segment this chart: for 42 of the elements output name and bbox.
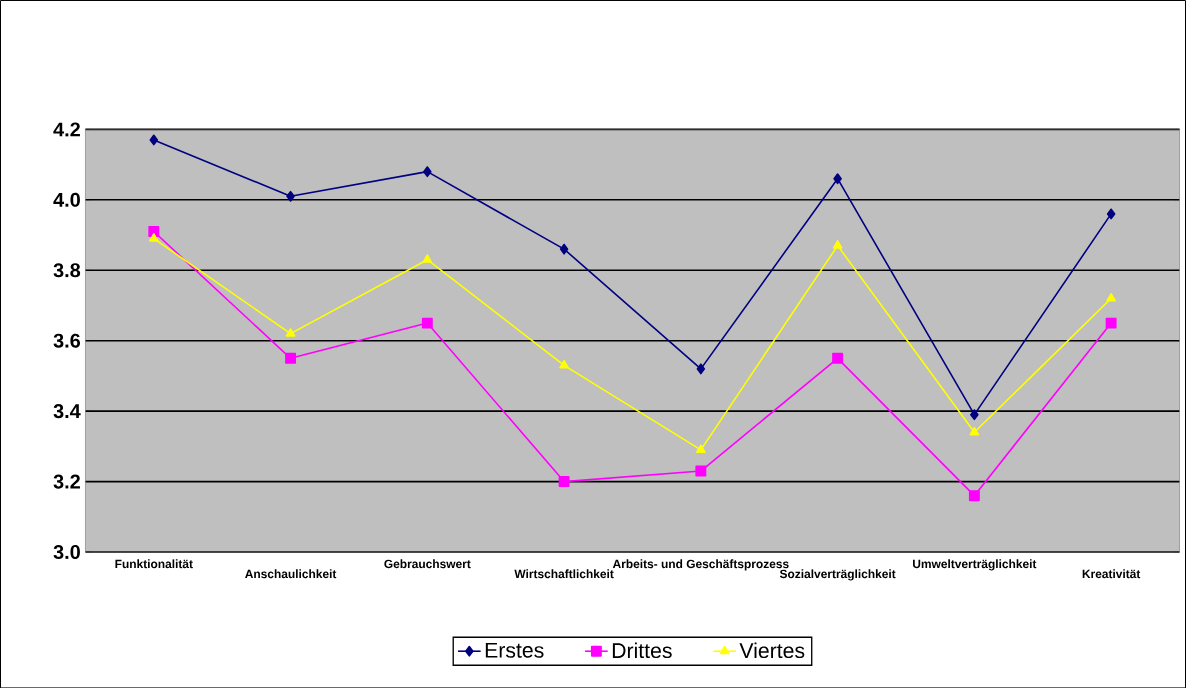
legend-label: Viertes [739, 642, 805, 658]
point [421, 317, 433, 329]
point [149, 134, 159, 146]
point [970, 409, 979, 420]
point [832, 352, 844, 364]
point [696, 444, 706, 453]
point [558, 475, 570, 487]
y-tick-label: 3.6 [53, 333, 81, 348]
point [832, 239, 843, 249]
y-tick-label: 3.8 [53, 262, 81, 278]
y-tick-label: 4.2 [53, 122, 80, 137]
point [285, 352, 297, 364]
point [148, 225, 160, 237]
x-tick-label: Wirtschaftlichkeit [514, 569, 614, 578]
point [559, 243, 569, 255]
point [696, 363, 706, 375]
point [969, 426, 980, 436]
point [285, 327, 296, 337]
point [1106, 292, 1116, 302]
legend-label: Erstes [485, 642, 544, 658]
point [1106, 208, 1116, 220]
y-tick-label: 3.2 [53, 474, 80, 489]
point [968, 490, 980, 501]
y-tick-label: 3.0 [53, 544, 80, 559]
x-tick-label: Arbeits- und Geschäftsprozess [612, 559, 789, 571]
point [422, 254, 433, 263]
point [695, 465, 707, 477]
legend-label: Drittes [612, 642, 672, 658]
x-tick-label: Kreativität [1082, 569, 1141, 578]
point [423, 165, 432, 177]
point [1105, 317, 1117, 329]
point [559, 359, 569, 369]
y-tick-label: 4.0 [53, 192, 80, 207]
x-tick-label: Umweltverträglichkeit [913, 559, 1037, 571]
x-tick-label: Sozialverträglichkeit [779, 569, 896, 581]
point [148, 232, 159, 242]
point [833, 173, 842, 184]
x-tick-label: Funktionalität [115, 559, 193, 568]
x-tick-label: Anschaulichkeit [245, 569, 337, 578]
x-tick-label: Gebrauchswert [384, 559, 471, 568]
point [286, 190, 295, 202]
y-tick-label: 3.4 [53, 403, 81, 419]
